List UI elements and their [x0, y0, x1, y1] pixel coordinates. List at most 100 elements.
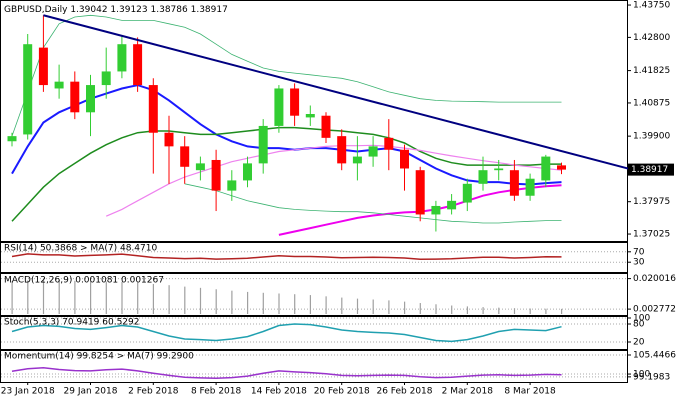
x-tick-label: 14 Feb 2018 [251, 387, 307, 397]
candle-body [86, 85, 95, 113]
indicator-line [11, 253, 562, 261]
x-tick-label: 2 Mar 2018 [442, 387, 494, 397]
candle-body [290, 88, 300, 116]
histogram-bar [482, 307, 484, 314]
histogram-bar [27, 280, 29, 314]
histogram-bar [545, 308, 547, 314]
x-tick-label: 8 Feb 2018 [191, 387, 242, 397]
overlay-line [11, 126, 562, 222]
histogram-bar [90, 281, 92, 314]
candle-body [305, 114, 315, 118]
header-close: 1.38917 [191, 5, 228, 15]
candle-body [227, 180, 237, 191]
candle-body [400, 149, 409, 169]
histogram-bar [42, 279, 45, 314]
symbol: GBPUSD,Daily [4, 5, 68, 15]
plot-layer: 1.43750 1.42800 1.41825 1.40875 1.39900 1.379… [0, 0, 676, 397]
x-tick-label: 2 Feb 2018 [128, 387, 179, 397]
candle-body [38, 47, 48, 86]
panel-frame [0, 0, 628, 243]
overlay-line [105, 144, 562, 217]
y-tick-label: 20 [633, 338, 645, 348]
y-tick-label: 1.43750 [633, 1, 670, 11]
histogram-bar [529, 308, 531, 314]
y-tick-label: 105.4466 [633, 350, 676, 360]
histogram-bar [168, 285, 170, 314]
y-tick-label: 1.41825 [633, 66, 670, 76]
candle-body [462, 183, 472, 203]
candle-body [133, 44, 143, 86]
candle-body [368, 146, 378, 157]
indicator-title: RSI(14) 50.3868 > MA(7) 48.4710 [4, 244, 157, 254]
y-tick-label: 1.40875 [633, 98, 670, 108]
histogram-bar [105, 281, 107, 314]
candle-body [447, 200, 457, 210]
y-tick-label: 0.002772 [633, 305, 676, 315]
histogram-bar [356, 298, 359, 314]
histogram-bar [247, 291, 249, 314]
histogram-bar [513, 308, 516, 314]
histogram-bar [325, 296, 327, 314]
candle-body [525, 178, 535, 196]
histogram-bar [137, 282, 139, 314]
candle-body [258, 125, 268, 164]
y-tick-label: 80 [633, 320, 645, 330]
x-tick-label: 20 Feb 2018 [314, 387, 370, 397]
y-tick-label: 0.020016 [633, 274, 676, 284]
histogram-bar [498, 307, 500, 314]
header-low: 1.38786 [151, 5, 188, 15]
indicator-title: MACD(12,26,9) 0.001081 0.001267 [4, 276, 164, 286]
candle-body [431, 205, 441, 215]
histogram-bar [309, 295, 311, 314]
x-tick-label: 8 Mar 2018 [504, 387, 556, 397]
candle-body [101, 71, 111, 86]
candle-body [352, 156, 362, 164]
candle-body [243, 163, 252, 181]
histogram-bar [11, 281, 13, 314]
candle-body [478, 170, 488, 184]
overlay-line [11, 84, 562, 186]
x-tick-label: 29 Jan 2018 [64, 387, 118, 397]
histogram-bar [419, 303, 421, 314]
candle-body [148, 85, 158, 133]
candle-body [117, 44, 127, 72]
candle-body [23, 44, 33, 135]
indicator-line [11, 323, 562, 343]
symbol-header: GBPUSD,Daily 1.39042 1.39123 1.38786 1.3… [4, 5, 228, 15]
x-tick-label: 26 Feb 2018 [376, 387, 432, 397]
candle-body [541, 156, 551, 181]
candle-body [7, 136, 17, 142]
y-tick-label: 1.39900 [633, 132, 670, 142]
y-tick-label: 1.37975 [633, 197, 670, 207]
candle-body [164, 132, 174, 147]
candle-body [321, 115, 331, 138]
y-tick-label: 1.42800 [633, 33, 670, 43]
indicator-line [11, 367, 562, 380]
y-tick-label: 100 [633, 370, 650, 380]
histogram-bar [215, 289, 217, 314]
panel-frame [0, 241, 628, 273]
trendline [43, 14, 645, 174]
overlay-line [184, 183, 562, 224]
histogram-bar [341, 297, 343, 314]
candle-body [415, 170, 425, 215]
candle-body [54, 81, 64, 89]
panel-frame [0, 273, 628, 317]
price-box [628, 163, 674, 176]
header-high: 1.39123 [110, 5, 147, 15]
histogram-bar [404, 301, 406, 314]
candle-body [557, 165, 566, 170]
panel-frame [0, 315, 628, 351]
histogram-bar [372, 299, 374, 314]
y-tick-label: 70 [633, 247, 645, 257]
histogram-bar [199, 287, 202, 314]
histogram-bar [58, 280, 60, 314]
panel-frame [0, 349, 628, 383]
candle-body [195, 163, 205, 171]
histogram-bar [152, 283, 154, 314]
histogram-bar [388, 300, 390, 314]
x-tick-label: 23 Jan 2018 [1, 387, 55, 397]
y-tick-label: 1.37025 [633, 230, 670, 240]
histogram-bar [466, 306, 468, 314]
candle-body [211, 159, 221, 191]
